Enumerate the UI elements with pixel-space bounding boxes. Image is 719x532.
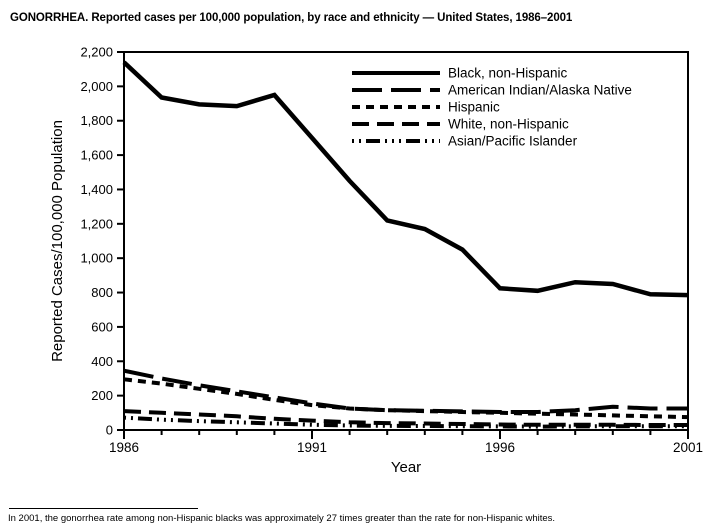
footnote-rule — [9, 508, 198, 509]
y-tick-label: 800 — [91, 285, 113, 300]
legend-label: Hispanic — [448, 100, 500, 115]
legend-label: White, non-Hispanic — [448, 117, 569, 132]
x-tick-label: 2001 — [673, 440, 703, 455]
legend-label: American Indian/Alaska Native — [448, 83, 632, 98]
x-tick-label: 1991 — [297, 440, 327, 455]
x-axis-title: Year — [391, 459, 421, 476]
chart-canvas: 0 200 400 600 800 1,000 1,200 1,400 1,600 1,800 2,… — [49, 45, 703, 477]
y-tick-label: 1,200 — [80, 216, 113, 231]
y-tick-label: 400 — [91, 354, 113, 369]
series-line — [123, 409, 688, 427]
x-tick-label: 1996 — [485, 440, 515, 455]
y-tick-label: 2,000 — [80, 79, 113, 94]
y-tick-label: 2,200 — [80, 45, 113, 60]
y-tick-label: 1,800 — [80, 113, 113, 128]
plot-border — [123, 51, 689, 431]
y-tick-label: 1,000 — [80, 251, 113, 266]
y-axis-title: Reported Cases/100,000 Population — [49, 120, 66, 362]
series-line — [123, 415, 688, 429]
y-tick-label: 1,600 — [80, 148, 113, 163]
legend-label: Black, non-Hispanic — [448, 66, 568, 81]
y-tick-label: 200 — [91, 388, 113, 403]
chart-title: GONORRHEA. Reported cases per 100,000 po… — [10, 12, 573, 24]
legend-label: Asian/Pacific Islander — [448, 134, 578, 149]
y-tick-label: 1,400 — [80, 182, 113, 197]
series-line — [122, 60, 689, 298]
footnote-text: In 2001, the gonorrhea rate among non-Hi… — [8, 513, 556, 524]
y-tick-label: 0 — [106, 423, 113, 438]
series-line — [123, 368, 688, 414]
y-tick-label: 600 — [91, 319, 113, 334]
gonorrhea-line-chart: 0 200 400 600 800 1,000 1,200 1,400 1,600 1,800 2,… — [49, 45, 703, 477]
x-tick-label: 1986 — [109, 440, 139, 455]
